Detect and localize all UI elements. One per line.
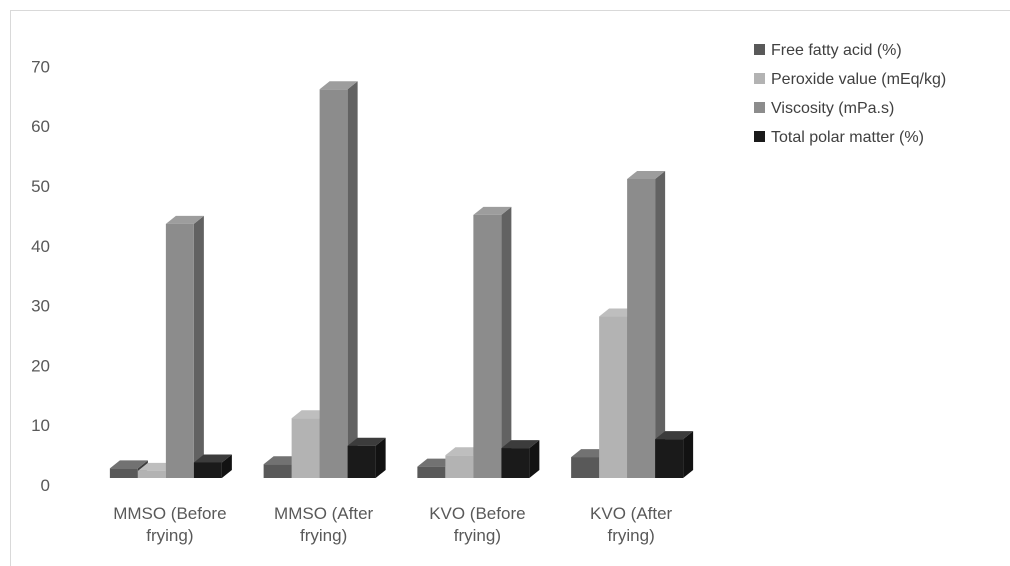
bar-front-face [473,214,502,478]
y-tick-label: 60 [31,117,50,136]
bar-side-face [683,431,694,478]
bar-front-face [263,464,292,478]
bar-top-face [165,215,204,224]
bar-front-face [291,418,320,478]
legend: Free fatty acid (%) Peroxide value (mEq/k… [754,42,946,146]
bar-front-face [627,179,656,478]
bar-front-face [347,445,376,478]
bar-4-cat-2 [347,437,386,478]
legend-label: Total polar matter (%) [771,129,924,146]
bar-front-face [109,468,138,478]
bar-front-face [417,466,446,478]
y-tick-label: 0 [41,476,50,495]
bar-front-face [501,448,530,478]
legend-item: Total polar matter (%) [754,129,924,146]
legend-swatch [754,73,765,84]
legend-item: Peroxide value (mEq/kg) [754,71,946,88]
bar-side-face [193,215,204,478]
y-tick-label: 40 [31,237,50,256]
chart-frame [10,10,1010,566]
legend-item: Free fatty acid (%) [754,42,902,59]
bar-side-face [655,171,666,478]
bar-3-cat-4 [627,171,666,478]
bar-front-face [445,455,474,478]
x-category-label-line: frying) [300,526,347,545]
bar-3-cat-3 [473,206,512,478]
bar-4-cat-3 [501,440,540,478]
bar-front-face [655,439,684,478]
x-category-label-line: MMSO (Before [113,504,226,523]
bar-top-face [655,431,694,440]
y-tick-label: 30 [31,297,50,316]
bar-top-face [193,454,232,463]
y-tick-label: 50 [31,177,50,196]
bar-front-face [599,316,628,478]
bar-side-face [529,440,540,478]
bar-side-face [501,206,512,478]
legend-swatch [754,102,765,113]
x-category-label-line: frying) [454,526,501,545]
bar-top-face [109,460,148,469]
bar-3-cat-2 [319,81,358,479]
bar-side-face [221,454,232,478]
legend-label: Peroxide value (mEq/kg) [771,71,946,88]
bar-3-cat-1 [165,215,204,478]
legend-label: Viscosity (mPa.s) [771,100,894,117]
x-category-label-line: KVO (After [590,504,673,523]
x-axis: MMSO (Before frying)MMSO (After frying)KVO… [113,504,672,545]
x-category-label: MMSO (Before frying) [113,504,226,545]
y-tick-label: 70 [31,57,50,76]
bar-top-face [347,437,386,446]
bar-front-face [571,457,600,478]
x-category-label: MMSO (After frying) [274,504,374,545]
y-tick-label: 20 [31,356,50,375]
x-category-label-line: frying) [146,526,193,545]
bar-front-face [319,89,348,479]
legend-item: Viscosity (mPa.s) [754,100,894,117]
x-category-label-line: frying) [608,526,655,545]
bar-side-face [347,81,358,479]
bar-front-face [137,470,166,478]
bar-top-face [473,206,512,215]
bar-side-face [375,437,386,478]
bar-4-cat-1 [193,454,232,478]
legend-swatch [754,44,765,55]
bar-front-face [193,462,222,478]
bar-front-face [165,223,194,478]
bar-4-cat-4 [655,431,694,478]
legend-label: Free fatty acid (%) [771,42,902,59]
bars-group [109,81,694,479]
x-category-label: KVO (Before frying) [429,504,525,545]
bar-top-face [627,171,666,179]
y-tick-label: 10 [31,416,50,435]
x-category-label-line: KVO (Before [429,504,525,523]
x-category-label: KVO (After frying) [590,504,673,545]
bar-top-face [319,81,358,90]
legend-swatch [754,131,765,142]
bar-top-face [501,440,540,449]
x-category-label-line: MMSO (After [274,504,374,523]
y-axis: 0 10 20 30 40 50 60 70 [31,57,50,495]
